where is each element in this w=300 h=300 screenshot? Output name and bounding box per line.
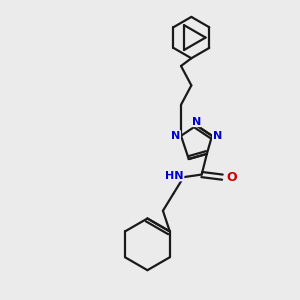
Text: N: N	[171, 131, 181, 141]
Text: O: O	[226, 171, 237, 184]
Text: N: N	[192, 117, 201, 127]
Text: HN: HN	[165, 171, 184, 181]
Text: N: N	[213, 131, 222, 141]
